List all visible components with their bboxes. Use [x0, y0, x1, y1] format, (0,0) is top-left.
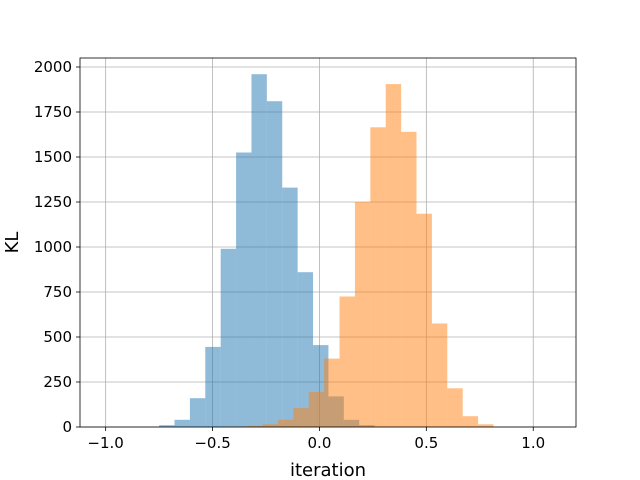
- series-2-bar: [462, 416, 479, 427]
- series-2-bar: [354, 202, 371, 427]
- series-2-bar: [431, 323, 448, 427]
- y-tick-label: 2000: [34, 58, 72, 76]
- x-tick-label: −0.5: [194, 434, 230, 452]
- y-tick-label: 1750: [34, 103, 72, 121]
- x-tick-label: −1.0: [87, 434, 123, 452]
- series-1-bar: [220, 248, 237, 427]
- series-1-bar: [174, 419, 190, 427]
- series-1-bar: [251, 74, 267, 427]
- series-1-bar: [282, 187, 298, 427]
- y-tick-label: 1250: [34, 193, 72, 211]
- series-2-bar: [478, 424, 494, 427]
- y-axis-ticks: 0 250 500 750 1000 1250 1500 1750 2000: [34, 58, 80, 436]
- series-1-bar: [297, 272, 314, 427]
- series-1-bar: [205, 346, 221, 427]
- series-1-bar: [266, 101, 283, 427]
- series-1-bar: [236, 152, 252, 427]
- x-tick-label: 0.5: [414, 434, 438, 452]
- y-tick-label: 1000: [34, 238, 72, 256]
- series-2-bar: [308, 391, 325, 427]
- x-tick-label: 0.0: [308, 434, 332, 452]
- series-2-bar: [277, 419, 294, 427]
- plot-frame: [79, 57, 577, 428]
- histogram-bars: [159, 74, 494, 428]
- y-tick-label: 750: [43, 283, 72, 301]
- series-2-bar: [370, 127, 386, 428]
- x-tick-label: 1.0: [521, 434, 545, 452]
- series-1-bar: [189, 398, 206, 427]
- x-axis-ticks: −1.0 −0.5 0.0 0.5 1.0: [87, 427, 545, 452]
- y-tick-label: 500: [43, 328, 72, 346]
- series-2-bar: [339, 296, 355, 427]
- series-2-bar: [293, 408, 309, 427]
- series-2-bar: [416, 213, 432, 427]
- series-2-bar: [385, 84, 402, 427]
- y-axis-label: KL: [2, 232, 23, 254]
- x-axis-label: iteration: [290, 460, 366, 480]
- y-tick-label: 1500: [34, 148, 72, 166]
- series-2-bar: [324, 358, 340, 427]
- series-2-bar: [262, 424, 278, 427]
- series-2-bar: [447, 388, 463, 427]
- y-tick-label: 250: [43, 373, 72, 391]
- series-2-bar: [401, 131, 417, 428]
- y-tick-label: 0: [62, 418, 72, 436]
- series-2-bar: [247, 425, 263, 427]
- series-1-bar: [159, 425, 175, 427]
